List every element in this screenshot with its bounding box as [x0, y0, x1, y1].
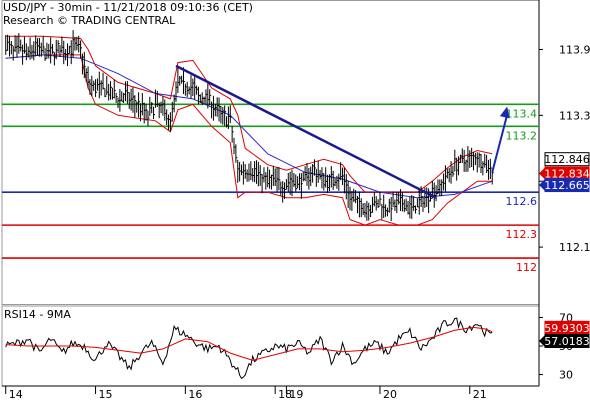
moving-average [5, 54, 493, 199]
badge-box-rsi-1 [544, 333, 590, 348]
price-tick-label-0: 113.9 [559, 43, 590, 56]
badge-label-2: 112.665 [544, 179, 590, 192]
badge-box-2 [544, 178, 590, 193]
chart-title: USD/JPY - 30min - 11/21/2018 09:10:36 (C… [3, 1, 253, 14]
bollinger-upper [5, 35, 493, 193]
price-tick-label-3: 112.1 [559, 241, 590, 254]
bollinger-lower [5, 54, 493, 226]
price-panel-frame [1, 0, 540, 305]
badge-pointer-1 [539, 167, 545, 180]
rsi-panel: RSI14 - 9MA [4, 308, 493, 380]
rsi-title: RSI14 - 9MA [4, 308, 71, 321]
rsi-panel-frame [1, 305, 540, 387]
level-label-2: 112.6 [506, 195, 538, 208]
forecast-arrow-head [499, 106, 510, 119]
time-tick-label-2: 16 [188, 388, 202, 400]
price-tick-label-1: 113.3 [559, 109, 590, 122]
time-tick-label-3: 18 [278, 388, 292, 400]
badge-pointer-2 [539, 179, 545, 192]
rsi-line [5, 317, 493, 380]
time-tick-label-4: 19 [289, 388, 303, 400]
level-label-0: 113.4 [506, 107, 538, 120]
moving-average-line [5, 54, 493, 199]
badge-pointer-rsi-1 [539, 334, 545, 347]
level-label-4: 112 [516, 261, 537, 274]
badge-label-1: 112.834 [544, 168, 590, 181]
horizontal-levels: 113.4 113.2 112.6 112.3 112 [2, 103, 539, 274]
time-tick-label-0: 14 [9, 388, 23, 400]
badge-label-0: 112.846 [544, 153, 590, 166]
bollinger-bands [5, 35, 493, 226]
forecast-arrow-shaft [491, 114, 509, 173]
badge-box-0 [544, 152, 590, 167]
time-tick-label-5: 20 [383, 388, 397, 400]
time-tick-label-1: 15 [99, 388, 113, 400]
rsi-tick-label-2: 30 [559, 369, 573, 382]
badge-label-rsi-1: 57.0183 [544, 335, 590, 348]
trendline-group [175, 64, 510, 199]
badge-label-rsi-0: 59.9303 [544, 322, 590, 335]
time-tick-label-6: 21 [473, 388, 487, 400]
chart-subtitle: Research © TRADING CENTRAL [3, 14, 176, 27]
level-label-1: 113.2 [506, 129, 538, 142]
rsi-ma-line [5, 326, 493, 361]
price-series [5, 30, 494, 222]
trendline [175, 64, 437, 199]
level-label-3: 112.3 [506, 228, 538, 241]
